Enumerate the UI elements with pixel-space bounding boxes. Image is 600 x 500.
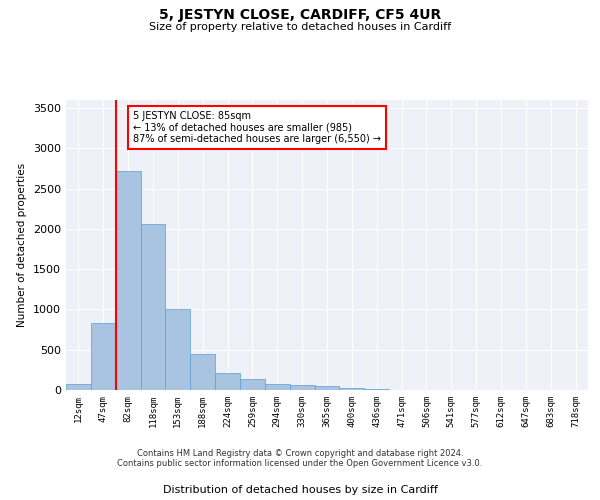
Bar (116, 171, 140, 390)
Bar (340, 388, 364, 390)
Bar (91, 323, 116, 390)
Text: Size of property relative to detached houses in Cardiff: Size of property relative to detached ho… (149, 22, 451, 32)
Bar (314, 386, 340, 390)
Bar (240, 378, 265, 390)
Bar (290, 385, 314, 390)
Text: Distribution of detached houses by size in Cardiff: Distribution of detached houses by size … (163, 485, 437, 495)
Bar (166, 308, 190, 390)
Bar (140, 224, 166, 390)
Bar (215, 373, 240, 390)
Bar (66, 384, 91, 390)
Bar (190, 354, 215, 390)
Text: 5, JESTYN CLOSE, CARDIFF, CF5 4UR: 5, JESTYN CLOSE, CARDIFF, CF5 4UR (159, 8, 441, 22)
Bar (364, 389, 389, 390)
Text: Contains public sector information licensed under the Open Government Licence v3: Contains public sector information licen… (118, 458, 482, 468)
Y-axis label: Number of detached properties: Number of detached properties (17, 163, 28, 327)
Text: Contains HM Land Registry data © Crown copyright and database right 2024.: Contains HM Land Registry data © Crown c… (137, 448, 463, 458)
Bar (265, 384, 290, 390)
Text: 5 JESTYN CLOSE: 85sqm
← 13% of detached houses are smaller (985)
87% of semi-det: 5 JESTYN CLOSE: 85sqm ← 13% of detached … (133, 112, 381, 144)
